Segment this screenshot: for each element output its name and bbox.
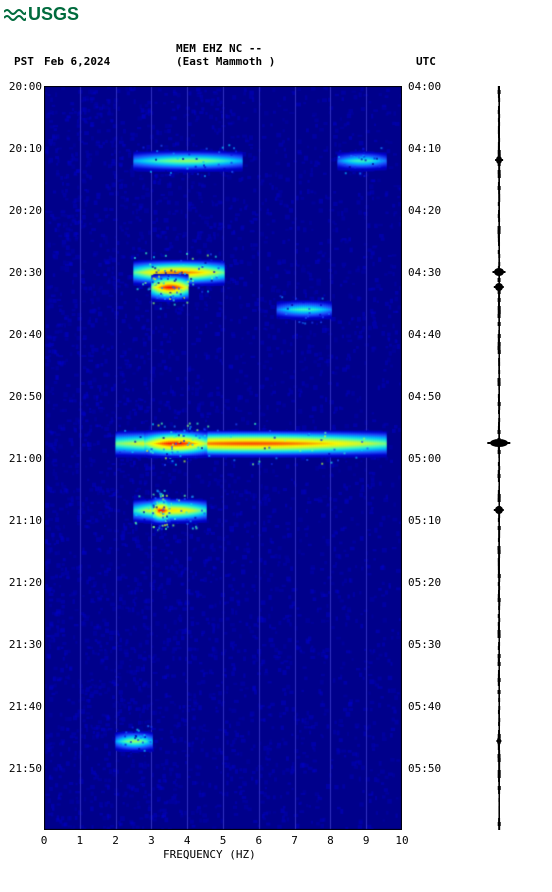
header-left-tz: PST bbox=[14, 55, 34, 68]
xtick: 7 bbox=[285, 834, 305, 847]
seis-spike bbox=[487, 442, 510, 444]
ytick-right: 04:10 bbox=[408, 142, 448, 155]
seis-spike bbox=[494, 286, 504, 288]
ytick-right: 05:10 bbox=[408, 514, 448, 527]
ytick-left: 20:00 bbox=[2, 80, 42, 93]
xtick: 9 bbox=[356, 834, 376, 847]
ytick-right: 05:30 bbox=[408, 638, 448, 651]
header-date: Feb 6,2024 bbox=[44, 55, 110, 68]
x-axis-label: FREQUENCY (HZ) bbox=[163, 848, 256, 861]
logo-text: USGS bbox=[28, 4, 79, 25]
ytick-right: 05:50 bbox=[408, 762, 448, 775]
ytick-left: 20:40 bbox=[2, 328, 42, 341]
seis-spike bbox=[496, 740, 501, 742]
xtick: 10 bbox=[392, 834, 412, 847]
ytick-right: 04:40 bbox=[408, 328, 448, 341]
header-title2: (East Mammoth ) bbox=[176, 55, 275, 68]
header-title1: MEM EHZ NC -- bbox=[176, 42, 262, 55]
ytick-left: 21:00 bbox=[2, 452, 42, 465]
wave-icon bbox=[4, 6, 26, 24]
seis-noise bbox=[498, 826, 500, 830]
seis-spike bbox=[493, 271, 506, 273]
xtick: 1 bbox=[70, 834, 90, 847]
ytick-left: 21:40 bbox=[2, 700, 42, 713]
xtick: 6 bbox=[249, 834, 269, 847]
spectrogram-canvas bbox=[44, 86, 402, 830]
ytick-left: 21:50 bbox=[2, 762, 42, 775]
header-right-tz: UTC bbox=[416, 55, 436, 68]
seis-spike bbox=[494, 509, 504, 511]
seis-spike bbox=[495, 159, 503, 161]
ytick-right: 05:40 bbox=[408, 700, 448, 713]
xtick: 3 bbox=[141, 834, 161, 847]
ytick-left: 21:30 bbox=[2, 638, 42, 651]
ytick-left: 20:10 bbox=[2, 142, 42, 155]
ytick-left: 20:50 bbox=[2, 390, 42, 403]
ytick-right: 05:00 bbox=[408, 452, 448, 465]
ytick-left: 20:30 bbox=[2, 266, 42, 279]
ytick-right: 04:20 bbox=[408, 204, 448, 217]
xtick: 4 bbox=[177, 834, 197, 847]
spectrogram-plot bbox=[44, 86, 402, 830]
ytick-right: 04:50 bbox=[408, 390, 448, 403]
ytick-left: 21:10 bbox=[2, 514, 42, 527]
xtick: 8 bbox=[320, 834, 340, 847]
xtick: 2 bbox=[106, 834, 126, 847]
usgs-logo: USGS bbox=[4, 4, 79, 25]
ytick-right: 05:20 bbox=[408, 576, 448, 589]
ytick-right: 04:30 bbox=[408, 266, 448, 279]
ytick-left: 21:20 bbox=[2, 576, 42, 589]
xtick: 0 bbox=[34, 834, 54, 847]
ytick-right: 04:00 bbox=[408, 80, 448, 93]
ytick-left: 20:20 bbox=[2, 204, 42, 217]
xtick: 5 bbox=[213, 834, 233, 847]
seismogram-column bbox=[486, 86, 512, 830]
